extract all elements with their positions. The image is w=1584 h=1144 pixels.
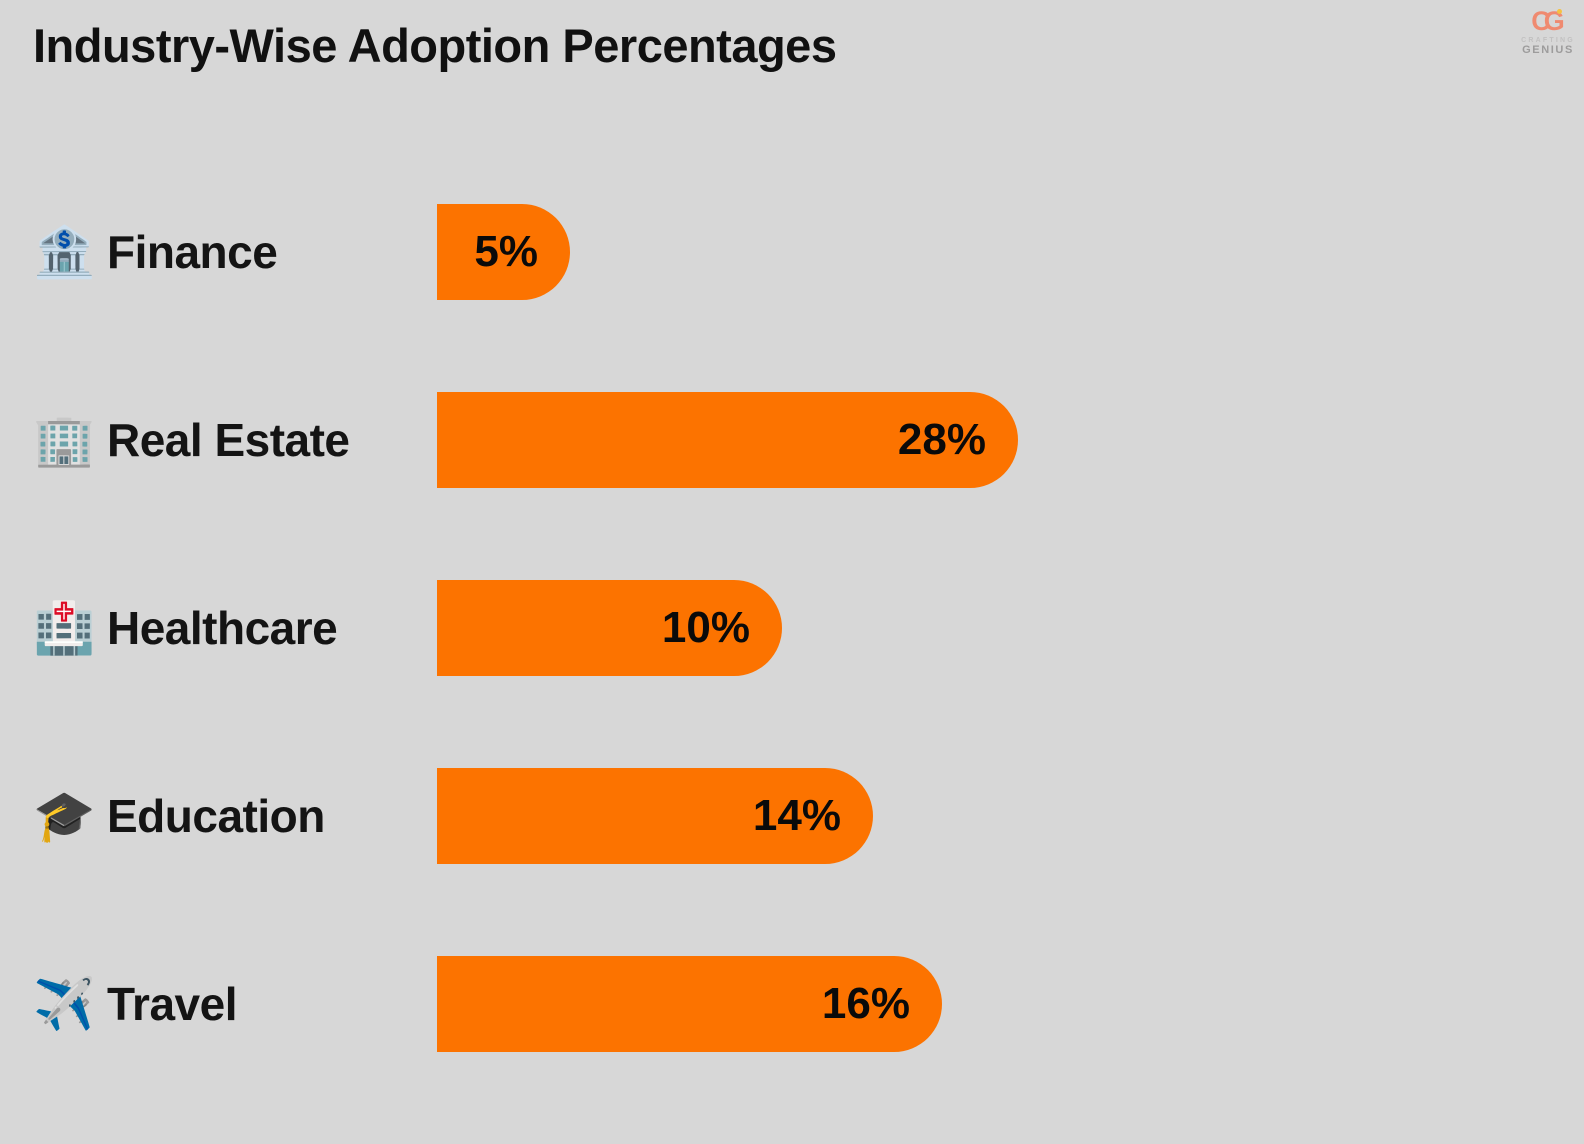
logo-letter-c: C [1531, 6, 1550, 36]
bar-finance: 5% [437, 204, 570, 300]
chart-row-travel: ✈️ Travel 16% [33, 956, 1584, 1052]
office-building-icon: 🏢 [33, 412, 96, 468]
logo-monogram-icon: CG [1531, 8, 1565, 35]
bar-education: 14% [437, 768, 873, 864]
logo-text-crafting: CRAFTING [1521, 37, 1575, 44]
bank-icon: 🏦 [33, 224, 96, 280]
value-label: 16% [821, 979, 910, 1028]
value-label: 28% [897, 415, 986, 464]
page-title: Industry-Wise Adoption Percentages [33, 19, 837, 72]
category-label: Real Estate [107, 414, 350, 466]
category-label: Travel [107, 978, 238, 1030]
category-label: Education [107, 790, 325, 842]
value-label: 5% [474, 227, 538, 276]
chart-row-education: 🎓 Education 14% [33, 768, 1584, 864]
logo-text-genius: GENIUS [1522, 44, 1574, 56]
category-label-group: ✈️ Travel [33, 977, 437, 1031]
chart-row-finance: 🏦 Finance 5% [33, 204, 1584, 300]
hospital-icon: 🏥 [33, 600, 96, 656]
chart-row-healthcare: 🏥 Healthcare 10% [33, 580, 1584, 676]
value-label: 14% [752, 791, 841, 840]
airplane-icon: ✈️ [33, 976, 96, 1032]
value-label: 10% [661, 603, 750, 652]
category-label-group: 🏦 Finance [33, 225, 437, 279]
category-label-group: 🎓 Education [33, 789, 437, 843]
bar-real-estate: 28% [437, 392, 1018, 488]
bar-chart: 🏦 Finance 5% 🏢 Real Estate 28% 🏥 Healthc… [33, 204, 1584, 1052]
category-label-group: 🏢 Real Estate [33, 413, 437, 467]
category-label: Finance [107, 226, 278, 278]
bar-travel: 16% [437, 956, 942, 1052]
graduation-cap-icon: 🎓 [33, 788, 96, 844]
logo-letter-g: G [1543, 6, 1565, 36]
category-label: Healthcare [107, 602, 338, 654]
bar-healthcare: 10% [437, 580, 782, 676]
chart-row-real-estate: 🏢 Real Estate 28% [33, 392, 1584, 488]
category-label-group: 🏥 Healthcare [33, 601, 437, 655]
logo-dot-icon [1556, 9, 1562, 14]
crafting-genius-logo: CG CRAFTING GENIUS [1520, 8, 1576, 56]
